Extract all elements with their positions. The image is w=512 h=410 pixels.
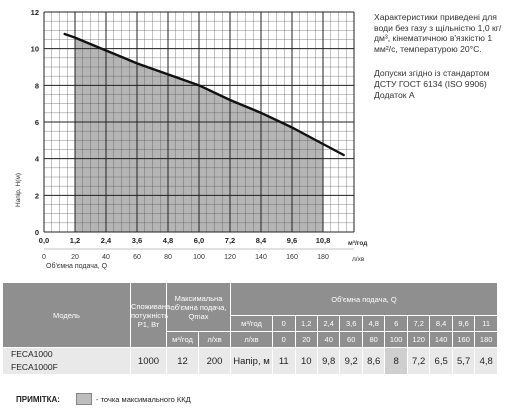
chart-note-conditions: Характеристики приведені для води без га… xyxy=(374,12,502,54)
table-flow-m3: 8,4 xyxy=(429,315,453,332)
table-header-flow: Об'ємна подача, Q xyxy=(230,282,498,316)
table-flow-lpm: 20 xyxy=(294,331,318,348)
table-flow-m3: 9,6 xyxy=(451,315,476,332)
model-name: FECA1000 xyxy=(11,349,53,359)
table-flow-lpm: 40 xyxy=(316,331,341,348)
x-tick-label-bottom: 0 xyxy=(42,254,46,261)
table-qmax-unit-lpm: л/хв xyxy=(197,331,232,348)
y-tick-label: 2 xyxy=(35,191,39,200)
table-flow-lpm: 120 xyxy=(406,331,431,348)
y-tick-label: 10 xyxy=(31,45,39,54)
table-head-value: 10 xyxy=(294,347,318,375)
table-flow-m3: 0 xyxy=(272,315,296,332)
table-header-model: Модель xyxy=(2,282,131,348)
x-unit-bottom: л/хв xyxy=(352,256,365,263)
pump-spec-table: Модель Споживана потужність Р1, Вт Макси… xyxy=(2,282,498,375)
legend-swatch xyxy=(76,393,92,405)
table-head-value: 4,8 xyxy=(474,347,498,375)
table-header-power: Споживана потужність Р1, Вт xyxy=(130,282,170,348)
x-tick-label-bottom: 160 xyxy=(286,254,298,261)
table-head-value: 7,2 xyxy=(406,347,431,375)
table-flow-m3: 3,6 xyxy=(339,315,363,332)
y-axis-label: Напір, Н(м) xyxy=(14,173,22,207)
x-tick-label-top: 2,4 xyxy=(101,236,112,245)
table-cell-qmax-m3: 12 xyxy=(166,347,199,375)
x-unit-top: м³/год xyxy=(348,240,367,247)
pump-performance-chart: 0246810120,001,2202,4403,6604,8806,01007… xyxy=(14,8,367,270)
table-flow-m3: 11 xyxy=(474,315,498,332)
table-cell-qmax-lpm: 200 xyxy=(197,347,232,375)
table-head-value: 5,7 xyxy=(451,347,476,375)
table-cell-models: FECA1000 FECA1000F xyxy=(2,347,131,375)
x-tick-label-bottom: 60 xyxy=(133,254,141,261)
table-flow-m3: 2,4 xyxy=(316,315,341,332)
chart-note-standard: Допуски згідно із стандартом ДСТУ ГОСТ 6… xyxy=(374,68,490,89)
x-tick-label-top: 7,2 xyxy=(225,236,235,245)
table-cell-power: 1000 xyxy=(130,347,167,375)
table-head-value: 9,2 xyxy=(339,347,363,375)
table-flow-lpm: 100 xyxy=(384,331,408,348)
performance-curve xyxy=(63,32,345,157)
table-cell-head-label: Напір, м xyxy=(230,347,274,375)
table-flow-lpm: 60 xyxy=(339,331,363,348)
y-tick-label: 0 xyxy=(35,228,39,237)
table-unit-lpm: л/хв xyxy=(230,331,274,348)
table-head-value: 11 xyxy=(272,347,296,375)
x-tick-label-bottom: 20 xyxy=(71,254,79,261)
x-tick-label-bottom: 120 xyxy=(224,254,236,261)
legend-text: - точка максимального ККД xyxy=(96,395,191,404)
x-tick-label-bottom: 100 xyxy=(193,254,205,261)
table-flow-m3: 7,2 xyxy=(406,315,431,332)
x-tick-label-bottom: 40 xyxy=(102,254,110,261)
table-header-qmax: Максимальна об'ємна подача, Qmax xyxy=(165,282,232,332)
x-tick-label-top: 6,0 xyxy=(194,236,204,245)
table-flow-m3: 4,8 xyxy=(361,315,386,332)
y-tick-label: 4 xyxy=(35,155,40,164)
performance-curve-layer xyxy=(63,32,345,157)
x-tick-label-top: 9,6 xyxy=(287,236,297,245)
x-axis-label: Об'ємна подача, Q xyxy=(46,262,108,270)
table-flow-m3: 6 xyxy=(384,315,408,332)
table-unit-m3: м³/год xyxy=(230,315,274,332)
x-tick-label-top: 3,6 xyxy=(132,236,142,245)
x-tick-label-bottom: 140 xyxy=(255,254,267,261)
model-name: FECA1000F xyxy=(11,362,58,372)
table-legend: ПРИМІТКА: - точка максимального ККД xyxy=(0,390,512,410)
chart-major-grid xyxy=(43,11,355,233)
x-tick-label-top: 1,2 xyxy=(70,236,80,245)
chart-note-appendix: Додаток А xyxy=(374,90,415,100)
table-qmax-unit-m3: м³/год xyxy=(166,331,199,348)
x-tick-label-bottom: 180 xyxy=(317,254,329,261)
table-flow-lpm: 0 xyxy=(272,331,296,348)
x-tick-label-top: 10,8 xyxy=(316,236,331,245)
x-tick-label-top: 4,8 xyxy=(163,236,173,245)
legend-label: ПРИМІТКА: xyxy=(16,395,60,404)
table-flow-m3: 1,2 xyxy=(294,315,318,332)
table-head-value: 9,8 xyxy=(316,347,341,375)
x-tick-label-top: 8,4 xyxy=(256,236,267,245)
table-flow-lpm: 80 xyxy=(361,331,386,348)
y-tick-label: 12 xyxy=(31,8,39,17)
x-tick-label-top: 0,0 xyxy=(39,236,49,245)
x-tick-label-bottom: 80 xyxy=(164,254,172,261)
table-head-value: 8 xyxy=(384,347,408,375)
table-flow-lpm: 160 xyxy=(451,331,476,348)
table-flow-lpm: 140 xyxy=(429,331,453,348)
chart-axes: 0246810120,001,2202,4403,6604,8806,01007… xyxy=(31,8,354,261)
y-tick-label: 8 xyxy=(35,81,39,90)
table-head-value: 8,6 xyxy=(361,347,386,375)
y-tick-label: 6 xyxy=(35,118,39,127)
table-flow-lpm: 180 xyxy=(474,331,498,348)
table-head-value: 6,5 xyxy=(429,347,453,375)
